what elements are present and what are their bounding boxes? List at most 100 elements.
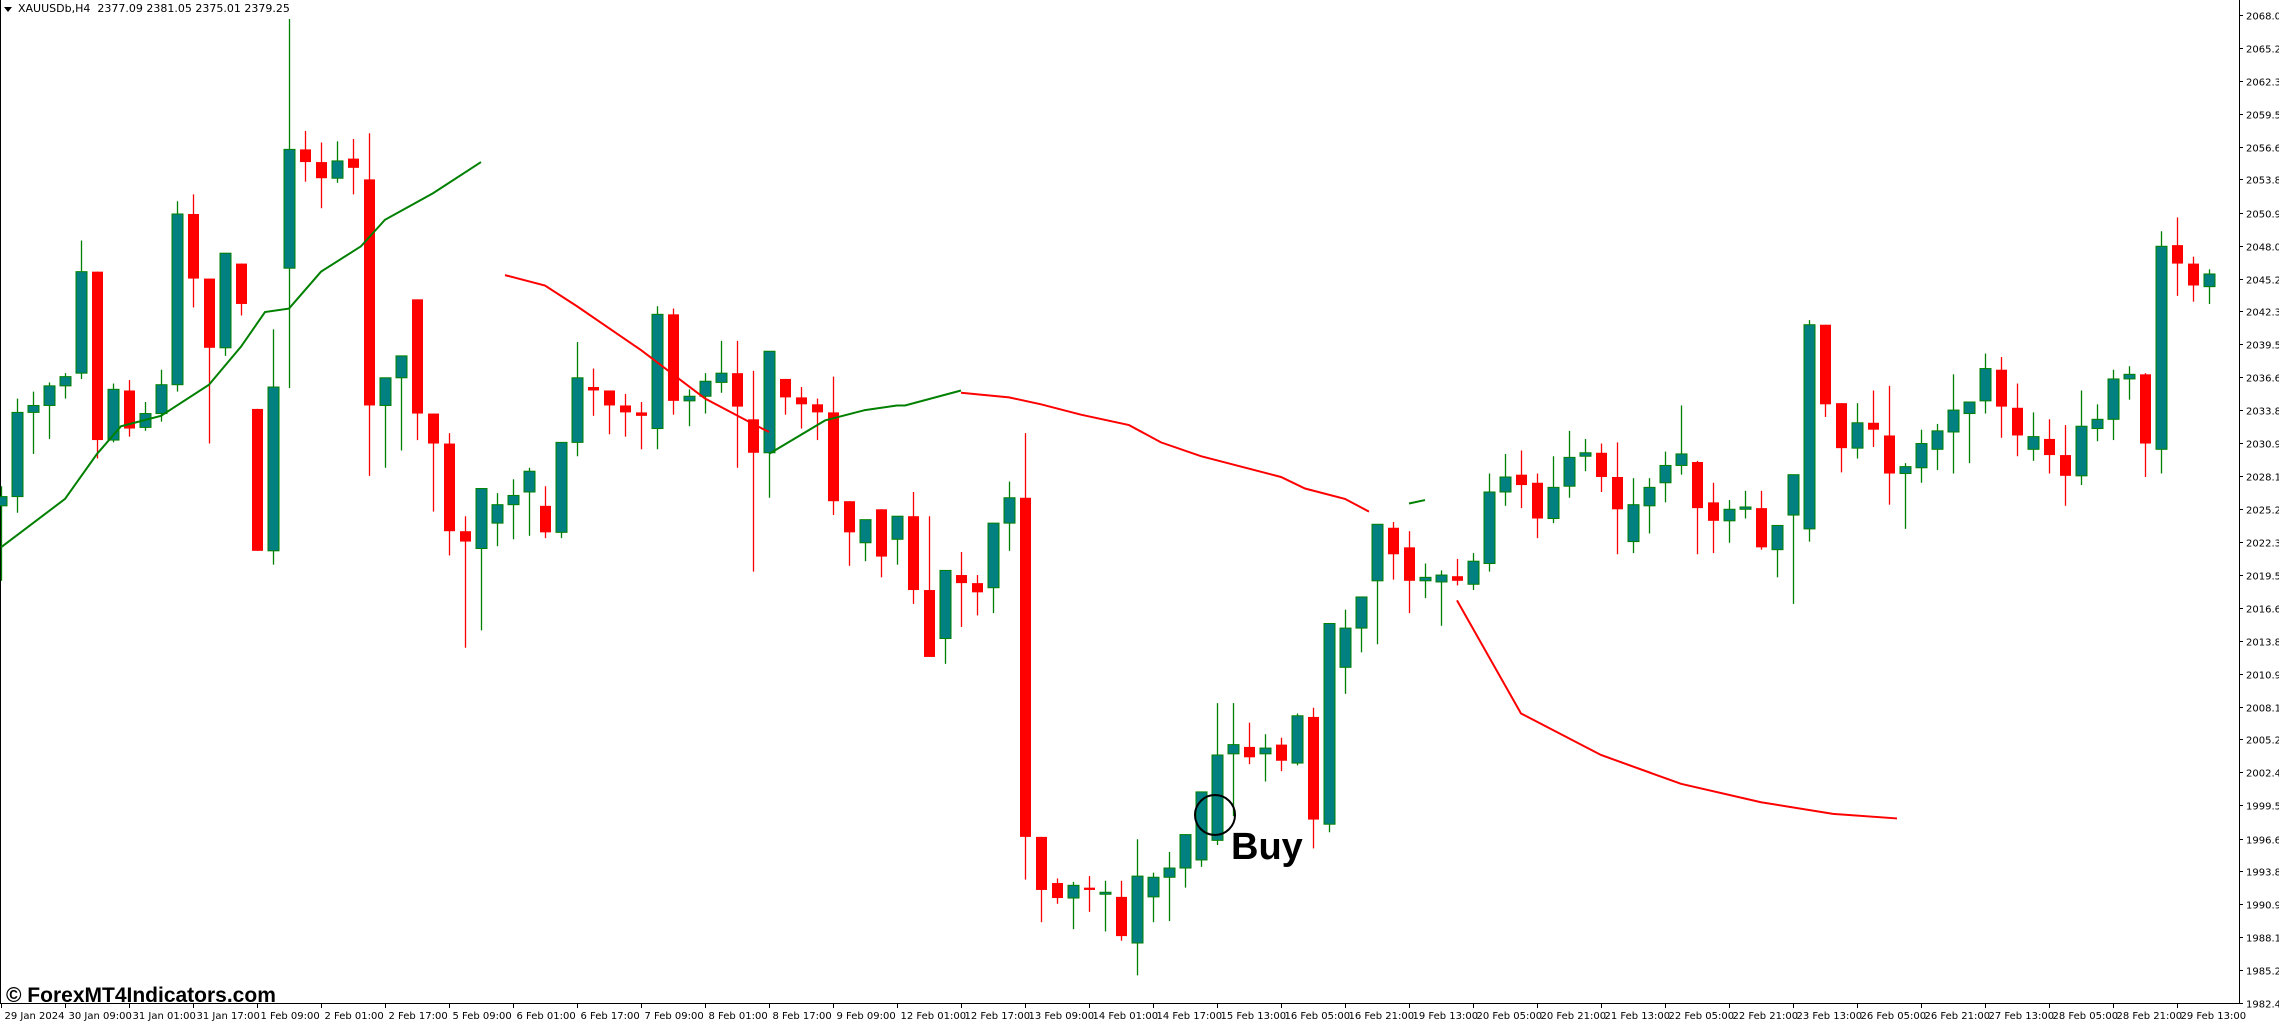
bearish-candle xyxy=(732,340,743,468)
time-tick-label: 23 Feb 13:00 xyxy=(1797,1011,1863,1022)
candle-body xyxy=(1771,524,1784,551)
bullish-candle xyxy=(523,467,536,536)
time-tick-label: 2 Feb 17:00 xyxy=(389,1011,448,1022)
bearish-candle xyxy=(908,491,919,604)
bullish-candle xyxy=(1723,500,1736,543)
bullish-candle xyxy=(1211,703,1224,845)
candle-body xyxy=(1020,497,1031,837)
bullish-candle xyxy=(1147,872,1160,923)
candle-body xyxy=(412,299,423,414)
candle-body xyxy=(0,496,8,507)
candle-body xyxy=(155,384,168,415)
bearish-candle xyxy=(1884,385,1895,505)
bullish-candle xyxy=(1355,596,1368,653)
candle-body xyxy=(1803,324,1816,530)
bullish-candle xyxy=(1739,490,1752,519)
bearish-candle xyxy=(748,370,759,572)
candle-body xyxy=(1547,486,1560,520)
candle-body xyxy=(27,404,40,413)
candle-body xyxy=(1708,502,1719,521)
time-tick-label: 28 Feb 05:00 xyxy=(2053,1011,2119,1022)
candle-body xyxy=(2155,245,2168,450)
bullish-candle xyxy=(507,479,520,540)
time-tick-label: 31 Jan 17:00 xyxy=(197,1011,260,1022)
bullish-candle xyxy=(683,389,696,427)
candle-body xyxy=(683,395,696,402)
time-tick-label: 30 Jan 09:00 xyxy=(69,1011,132,1022)
bullish-candle xyxy=(1067,881,1080,930)
time-tick-label: 5 Feb 09:00 xyxy=(453,1011,512,1022)
bearish-candle xyxy=(1868,390,1879,447)
candle-body xyxy=(571,377,584,443)
candle-body xyxy=(2172,245,2183,264)
bullish-candle xyxy=(1787,474,1800,604)
time-tick-label: 8 Feb 17:00 xyxy=(773,1011,832,1022)
bullish-candle xyxy=(395,355,408,451)
bullish-candle xyxy=(1675,405,1688,475)
time-tick-label: 19 Feb 13:00 xyxy=(1413,1011,1479,1022)
candle-body xyxy=(1388,527,1399,555)
ma-line-up xyxy=(0,161,482,549)
candle-body xyxy=(780,378,791,398)
bullish-candle xyxy=(763,350,776,498)
candle-body xyxy=(507,494,520,506)
bullish-candle xyxy=(2107,369,2120,441)
candle-body xyxy=(1884,435,1895,474)
ma-line-up xyxy=(1408,499,1426,505)
bearish-candle xyxy=(2012,383,2023,457)
candle-body xyxy=(188,213,199,279)
bearish-candle xyxy=(1756,490,1767,550)
candle-body xyxy=(699,380,712,397)
bearish-candle xyxy=(1596,443,1607,492)
price-tick-label: 2002.40 xyxy=(2246,769,2279,780)
candle-body xyxy=(1899,466,1912,475)
time-tick-label: 8 Feb 01:00 xyxy=(709,1011,768,1022)
candle-body xyxy=(636,412,647,416)
candle-body xyxy=(987,522,1000,589)
time-tick-label: 2 Feb 01:00 xyxy=(325,1011,384,1022)
bullish-candle xyxy=(1947,374,1960,474)
bearish-candle xyxy=(412,299,423,441)
candle-body xyxy=(1739,506,1752,510)
price-tick-label: 1993.80 xyxy=(2246,868,2279,879)
bullish-candle xyxy=(2075,390,2088,486)
bullish-candle xyxy=(1131,839,1144,976)
candle-body xyxy=(2027,436,2040,450)
bearish-candle xyxy=(188,194,199,308)
candle-body xyxy=(1452,576,1463,581)
bullish-candle xyxy=(43,382,56,439)
time-tick-label: 16 Feb 21:00 xyxy=(1349,1011,1415,1022)
bearish-candle xyxy=(588,368,599,416)
bearish-candle xyxy=(1516,450,1527,509)
time-tick-label: 6 Feb 01:00 xyxy=(517,1011,576,1022)
candle-body xyxy=(1675,453,1688,466)
bearish-candle xyxy=(1308,707,1319,849)
bearish-candle xyxy=(252,408,263,551)
candle-body xyxy=(252,408,263,551)
bullish-candle xyxy=(987,522,1000,614)
bullish-candle xyxy=(283,19,296,389)
candle-body xyxy=(939,569,952,639)
price-tick-label: 2019.50 xyxy=(2246,572,2279,583)
price-tick-label: 2025.25 xyxy=(2246,506,2279,517)
time-tick-label: 14 Feb 01:00 xyxy=(1093,1011,1159,1022)
price-tick-label: 2065.20 xyxy=(2246,45,2279,56)
candle-body xyxy=(1723,508,1736,522)
candle-body xyxy=(1163,867,1176,878)
candle-body xyxy=(204,278,215,348)
candle-body xyxy=(1915,443,1928,469)
time-tick-label: 22 Feb 21:00 xyxy=(1733,1011,1799,1022)
candle-body xyxy=(2075,425,2088,477)
price-tick-label: 1996.65 xyxy=(2246,836,2279,847)
symbol-label: XAUUSDb,H4 xyxy=(18,2,91,15)
candle-body xyxy=(1820,324,1831,405)
candle-body xyxy=(11,411,24,498)
dropdown-triangle-icon[interactable] xyxy=(4,6,12,12)
candle-body xyxy=(588,387,599,391)
candle-body xyxy=(348,158,359,168)
bearish-candle xyxy=(1708,482,1719,554)
time-tick-label: 21 Feb 13:00 xyxy=(1605,1011,1671,1022)
price-tick-label: 2059.50 xyxy=(2246,111,2279,122)
